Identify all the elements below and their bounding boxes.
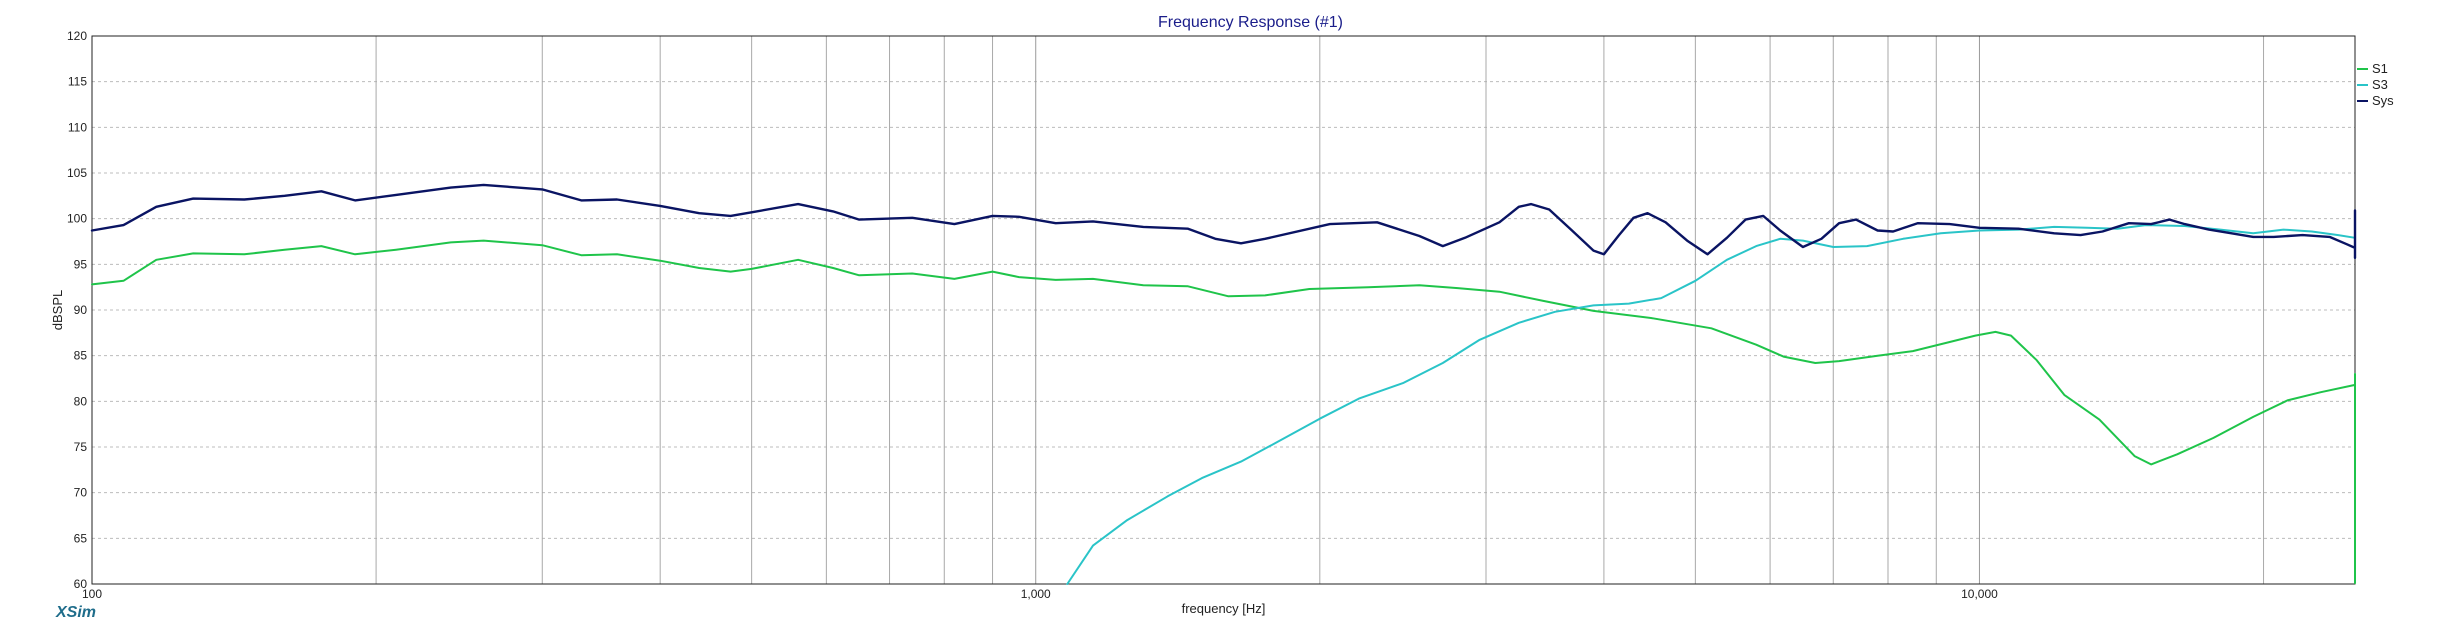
y-tick-label: 65 — [74, 531, 88, 545]
grid — [91, 35, 2355, 585]
y-tick-label: 105 — [67, 166, 87, 180]
y-tick-label: 100 — [67, 212, 87, 226]
y-tick-label: 70 — [74, 486, 88, 500]
brand-logo: XSim — [56, 604, 97, 621]
y-tick-label: 110 — [68, 120, 87, 134]
legend-label-s1: S1 — [2372, 61, 2388, 76]
y-tick-label: 115 — [68, 75, 87, 89]
y-tick-label: 85 — [74, 349, 88, 363]
legend-label-sys: Sys — [2372, 93, 2394, 108]
y-tick-label: 60 — [74, 577, 88, 591]
series-line-s1 — [91, 239, 2356, 585]
series-lines — [90, 183, 2357, 585]
series-line-s3 — [1066, 210, 2356, 585]
x-axis-label: frequency [Hz] — [1182, 601, 1266, 616]
y-tick-label: 90 — [74, 303, 88, 317]
x-tick-label: 10,000 — [1961, 587, 1998, 601]
y-tick-label: 120 — [67, 29, 87, 43]
x-tick-labels: 100 1,000 10,000 — [82, 587, 1998, 601]
y-tick-label: 75 — [74, 440, 88, 454]
y-axis-label: dBSPL — [50, 290, 65, 330]
chart-title: Frequency Response (#1) — [1158, 14, 1343, 31]
y-tick-label: 95 — [74, 257, 88, 271]
x-tick-label: 1,000 — [1021, 587, 1051, 601]
x-tick-label: 100 — [82, 587, 102, 601]
y-tick-labels: 60 65 70 75 80 85 90 95 100 105 110 115 120 — [67, 29, 87, 591]
legend-label-s3: S3 — [2372, 77, 2388, 92]
y-tick-label: 80 — [74, 394, 88, 408]
plot-frame — [91, 35, 2356, 585]
series-line-sys — [90, 183, 2357, 260]
